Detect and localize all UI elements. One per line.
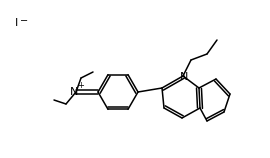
- Text: N: N: [180, 72, 188, 82]
- Text: −: −: [20, 16, 28, 26]
- Text: +: +: [77, 80, 85, 89]
- Text: I: I: [15, 18, 19, 28]
- Text: N: N: [70, 87, 78, 97]
